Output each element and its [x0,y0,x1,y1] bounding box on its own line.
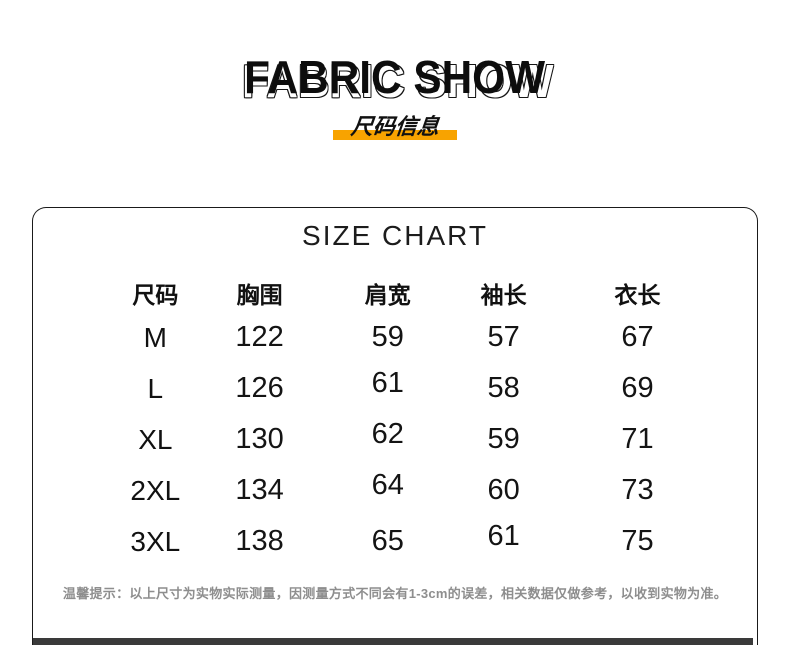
value-cell: 71 [621,423,654,455]
bottom-dark-strip [33,638,753,645]
size-table-header: 尺码 胸围 肩宽 袖长 衣长 [33,278,757,312]
value-cell: 65 [371,525,404,557]
size-cell: M [143,322,168,353]
size-cell: 2XL [130,475,181,506]
value-cell: 126 [235,372,284,404]
value-cell: 61 [371,367,404,399]
size-cell: XL [138,424,173,455]
measurement-note: 温馨提示：以上尺寸为实物实际测量，因测量方式不同会有1-3cm的误差，相关数据仅… [62,586,728,601]
page-header: FABRIC SHOW FABRIC SHOW [0,51,790,104]
value-cell: 67 [621,321,654,353]
value-cell: 59 [371,321,404,353]
table-row: XL 130 62 59 71 [33,414,757,465]
subtitle-highlight-bar [332,130,457,140]
value-cell: 61 [487,520,520,552]
column-header-size: 尺码 [132,282,179,308]
subtitle-text: 尺码信息 [349,114,441,139]
column-header-chest: 胸围 [236,282,283,308]
value-cell: 59 [487,423,520,455]
value-cell: 73 [621,474,654,506]
value-cell: 134 [235,474,284,506]
value-cell: 122 [235,321,284,353]
column-header-length: 衣长 [614,282,661,308]
table-row: 2XL 134 64 60 73 [33,465,757,516]
value-cell: 75 [621,525,654,557]
column-header-shoulder: 肩宽 [364,282,411,308]
value-cell: 58 [487,372,520,404]
subtitle: 尺码信息 [332,114,457,140]
column-header-sleeve: 袖长 [480,282,527,308]
value-cell: 130 [235,423,284,455]
value-cell: 62 [371,418,404,450]
page-title-outline: FABRIC SHOW [242,55,554,107]
page-title: FABRIC SHOW FABRIC SHOW [242,51,553,104]
table-row: M 122 59 57 67 [33,312,757,363]
value-cell: 57 [487,321,520,353]
table-row: L 126 61 58 69 [33,363,757,414]
subtitle-row: 尺码信息 [0,114,790,140]
value-cell: 69 [621,372,654,404]
value-cell: 138 [235,525,284,557]
table-row: 3XL 138 65 61 75 [33,516,757,567]
page-title-text: FABRIC SHOW [244,51,546,103]
size-chart-card: SIZE CHART 尺码 胸围 肩宽 袖长 衣长 M 122 59 57 67… [32,207,758,645]
size-table: 尺码 胸围 肩宽 袖长 衣长 M 122 59 57 67 L 126 61 5… [33,278,757,567]
value-cell: 64 [371,469,404,501]
value-cell: 60 [487,474,520,506]
size-cell: L [147,373,164,404]
size-chart-title: SIZE CHART [302,220,488,251]
size-cell: 3XL [130,526,181,557]
